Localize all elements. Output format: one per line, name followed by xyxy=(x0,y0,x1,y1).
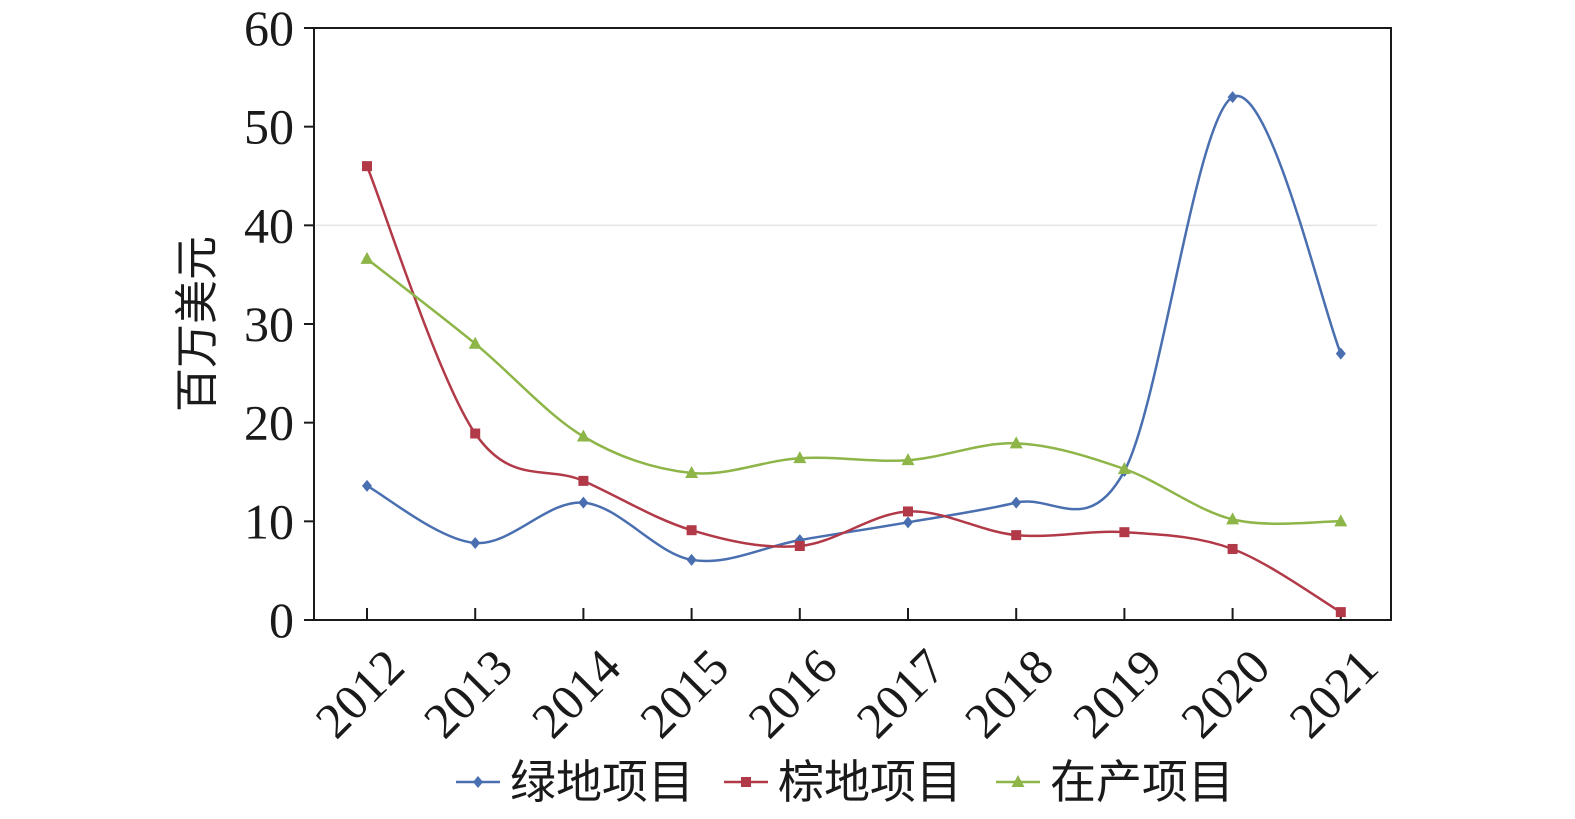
x-tick-label: 2018 xyxy=(954,638,1064,748)
x-tick-label: 2014 xyxy=(521,638,631,748)
series-1 xyxy=(362,91,1346,566)
data-point-marker xyxy=(360,251,374,264)
legend-item: 绿地项目 xyxy=(456,755,694,809)
y-tick-label: 0 xyxy=(269,592,294,648)
x-tick-label: 2021 xyxy=(1278,638,1388,748)
data-point-marker xyxy=(1011,530,1022,541)
x-tick-label: 2013 xyxy=(413,638,523,748)
data-point-marker xyxy=(1227,91,1238,104)
data-point-marker xyxy=(686,553,697,566)
legend-item: 棕地项目 xyxy=(724,755,962,809)
data-point-marker xyxy=(1119,527,1130,538)
legend-marker xyxy=(1011,775,1025,787)
y-axis-title: 百万美元 xyxy=(172,236,223,412)
data-point-marker xyxy=(1334,514,1348,527)
data-point-marker xyxy=(901,453,915,466)
data-point-marker xyxy=(1335,347,1346,360)
y-tick-label: 10 xyxy=(244,493,294,549)
data-point-marker xyxy=(362,161,372,172)
data-point-marker xyxy=(1226,512,1240,525)
y-tick-label: 50 xyxy=(244,99,294,155)
x-tick-label: 2020 xyxy=(1170,638,1280,748)
data-point-marker xyxy=(1117,462,1131,475)
data-point-marker xyxy=(1011,496,1022,509)
x-tick-label: 2015 xyxy=(629,638,739,748)
legend-label: 棕地项目 xyxy=(778,755,962,809)
data-point-marker xyxy=(903,506,913,517)
y-axis: 0 10 20 30 40 50 60 xyxy=(244,0,314,648)
series-line xyxy=(366,94,1342,563)
data-point-marker xyxy=(903,516,913,529)
series-layer xyxy=(360,91,1348,618)
y-tick-label: 20 xyxy=(244,395,294,451)
data-point-marker xyxy=(1227,543,1238,554)
data-point-marker xyxy=(578,496,589,509)
data-point-marker xyxy=(1009,436,1023,449)
y-tick-label: 60 xyxy=(244,0,294,56)
data-point-marker xyxy=(686,525,697,536)
data-point-marker xyxy=(470,428,481,439)
data-point-marker xyxy=(468,336,482,349)
legend-label: 在产项目 xyxy=(1050,755,1234,809)
data-point-marker xyxy=(685,465,699,478)
series-line xyxy=(365,165,1342,614)
x-tick-label: 2012 xyxy=(304,638,414,748)
x-tick-label: 2016 xyxy=(737,638,847,748)
x-tick-label: 2019 xyxy=(1062,638,1172,748)
legend-marker xyxy=(741,777,751,787)
data-point-marker xyxy=(1335,607,1346,618)
data-point-marker xyxy=(578,475,589,486)
legend-marker xyxy=(473,776,483,788)
data-point-marker xyxy=(793,451,807,464)
data-point-marker xyxy=(794,541,805,551)
legend-item: 在产项目 xyxy=(996,755,1234,809)
data-point-marker xyxy=(576,429,590,442)
y-tick-label: 30 xyxy=(244,296,294,352)
data-point-marker xyxy=(362,479,372,492)
data-point-marker xyxy=(470,537,481,550)
legend-label: 绿地项目 xyxy=(510,755,694,809)
x-tick-label: 2017 xyxy=(845,638,955,748)
series-2 xyxy=(362,161,1346,618)
legend: 绿地项目 棕地项目 在产项目 xyxy=(456,755,1234,809)
y-tick-label: 40 xyxy=(244,197,294,253)
series-3 xyxy=(360,251,1348,527)
series-line xyxy=(366,257,1341,525)
